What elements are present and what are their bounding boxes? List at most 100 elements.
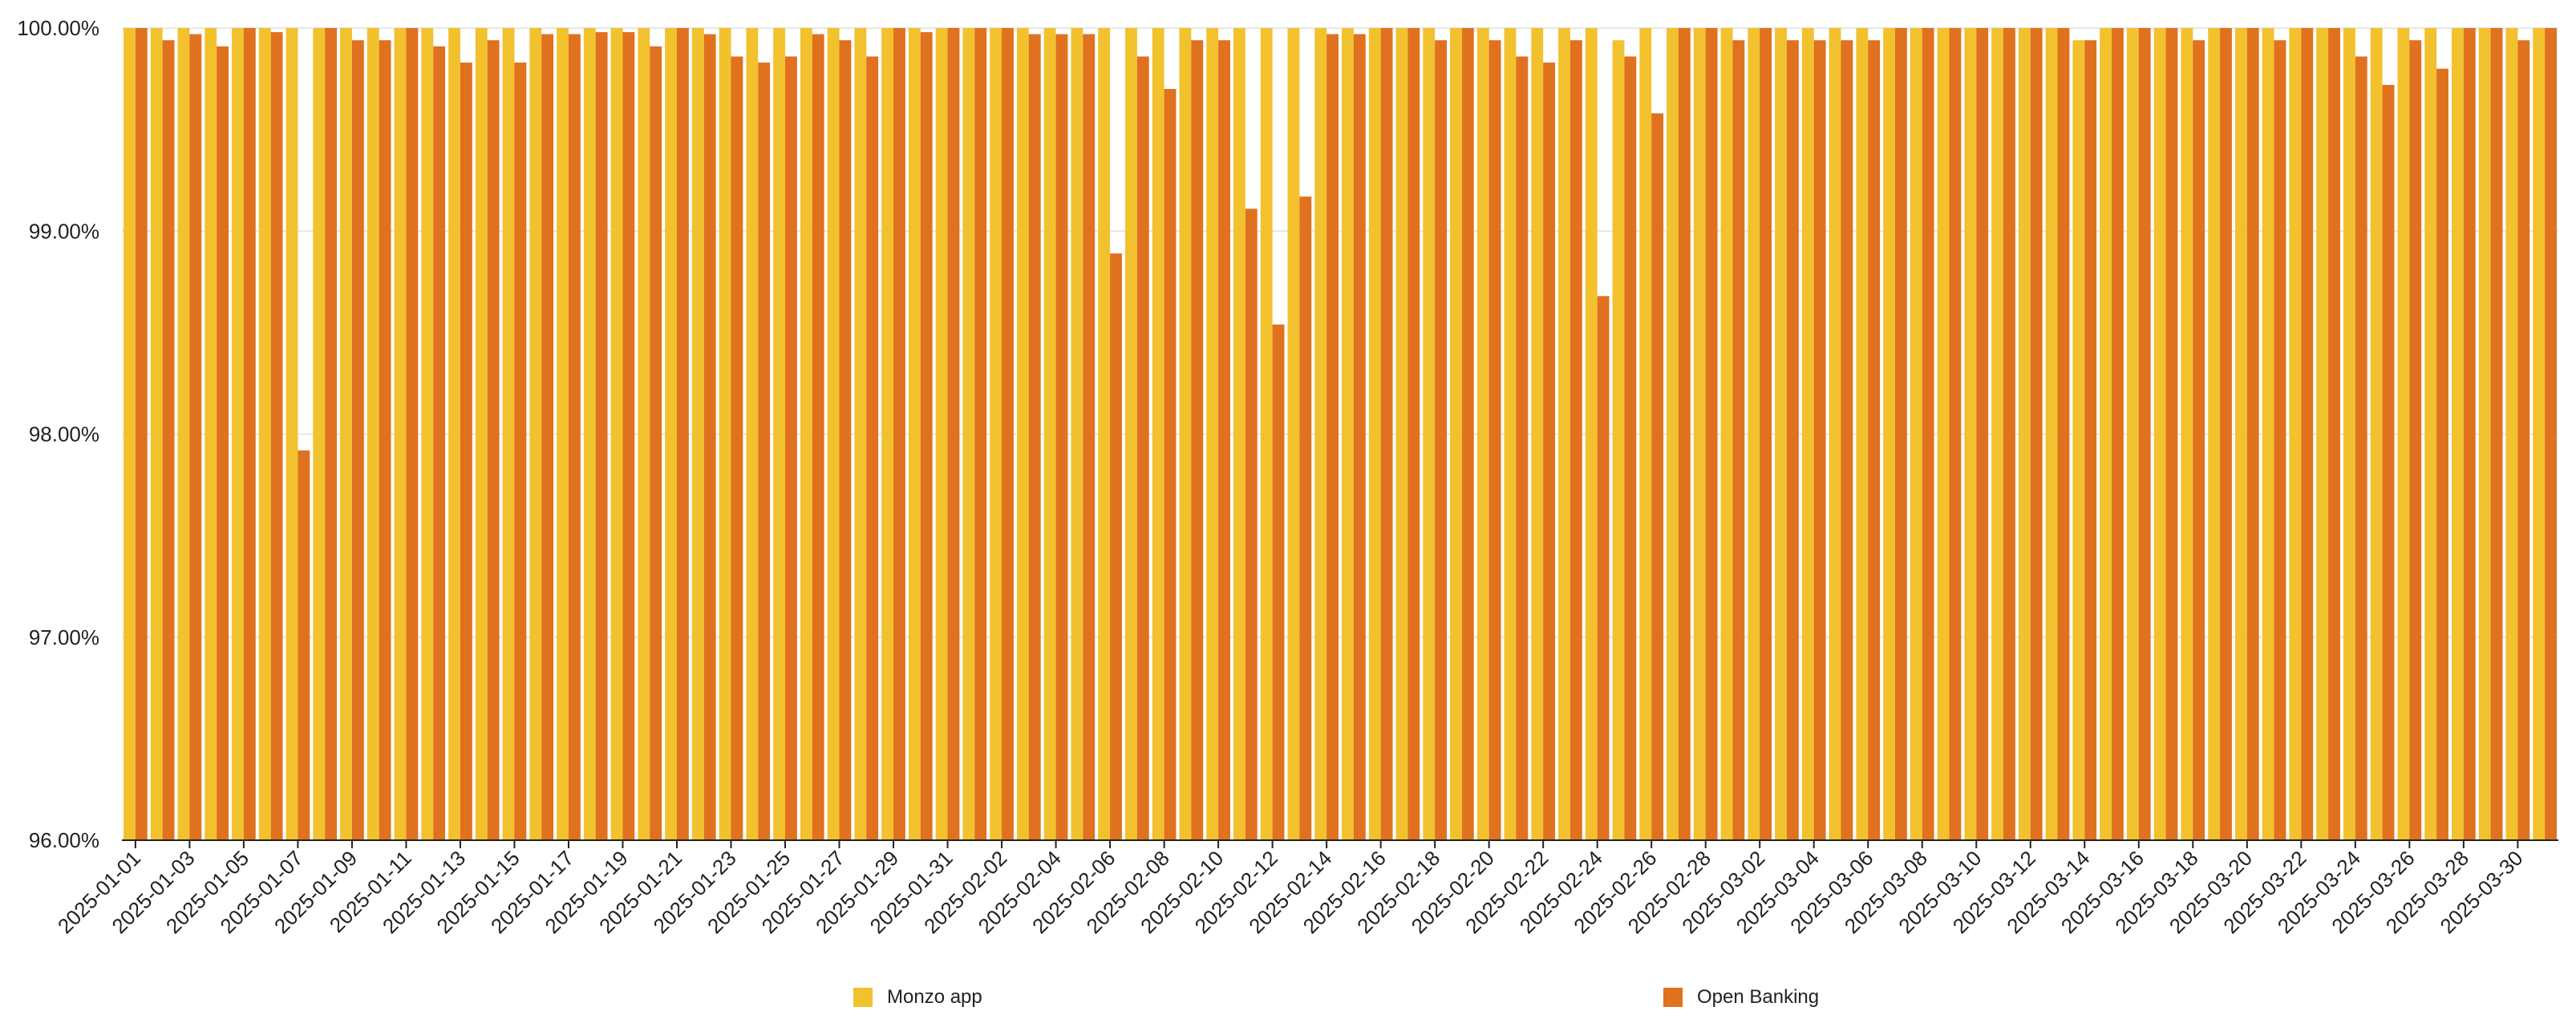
bar-monzo-app[interactable] — [962, 28, 975, 840]
bar-open-banking[interactable] — [1976, 28, 1989, 840]
bar-monzo-app[interactable] — [583, 28, 596, 840]
bar-monzo-app[interactable] — [177, 28, 190, 840]
bar-open-banking[interactable] — [1055, 34, 1068, 841]
bar-open-banking[interactable] — [2220, 28, 2232, 840]
bar-open-banking[interactable] — [1028, 34, 1041, 841]
bar-monzo-app[interactable] — [1233, 28, 1245, 840]
bar-open-banking[interactable] — [1353, 34, 1366, 841]
bar-monzo-app[interactable] — [1612, 40, 1625, 840]
bar-open-banking[interactable] — [1326, 34, 1339, 841]
bar-monzo-app[interactable] — [124, 28, 136, 840]
bar-monzo-app[interactable] — [2045, 28, 2058, 840]
bar-monzo-app[interactable] — [1585, 28, 1598, 840]
bar-open-banking[interactable] — [433, 46, 446, 841]
bar-open-banking[interactable] — [460, 63, 472, 841]
bar-open-banking[interactable] — [2084, 40, 2097, 840]
bar-open-banking[interactable] — [162, 40, 175, 840]
bar-open-banking[interactable] — [1651, 113, 1664, 841]
bar-monzo-app[interactable] — [1124, 28, 1137, 840]
bar-open-banking[interactable] — [2382, 84, 2395, 840]
bar-open-banking[interactable] — [1083, 34, 1096, 841]
bar-open-banking[interactable] — [2030, 28, 2043, 840]
bar-monzo-app[interactable] — [1450, 28, 1462, 840]
bar-open-banking[interactable] — [1435, 40, 1447, 840]
bar-open-banking[interactable] — [676, 28, 689, 840]
bar-monzo-app[interactable] — [935, 28, 948, 840]
bar-open-banking[interactable] — [270, 32, 283, 840]
bar-open-banking[interactable] — [839, 40, 852, 840]
bar-open-banking[interactable] — [1760, 28, 1772, 840]
bar-monzo-app[interactable] — [1314, 28, 1327, 840]
bar-monzo-app[interactable] — [1829, 28, 1841, 840]
bar-monzo-app[interactable] — [502, 28, 515, 840]
bar-open-banking[interactable] — [2057, 28, 2070, 840]
bar-open-banking[interactable] — [2138, 28, 2151, 840]
bar-monzo-app[interactable] — [421, 28, 434, 840]
legend-item-monzo-app[interactable]: Monzo app — [853, 986, 982, 1009]
bar-monzo-app[interactable] — [1720, 28, 1733, 840]
bar-monzo-app[interactable] — [908, 28, 921, 840]
bar-open-banking[interactable] — [2436, 68, 2448, 840]
bar-monzo-app[interactable] — [1179, 28, 1192, 840]
bar-monzo-app[interactable] — [1667, 28, 1679, 840]
bar-open-banking[interactable] — [2165, 28, 2178, 840]
bar-monzo-app[interactable] — [232, 28, 244, 840]
bar-monzo-app[interactable] — [475, 28, 488, 840]
bar-monzo-app[interactable] — [2505, 28, 2518, 840]
bar-open-banking[interactable] — [920, 32, 933, 840]
bar-open-banking[interactable] — [541, 34, 554, 841]
bar-monzo-app[interactable] — [1206, 28, 1219, 840]
bar-open-banking[interactable] — [351, 40, 364, 840]
bar-open-banking[interactable] — [2463, 28, 2476, 840]
bar-open-banking[interactable] — [568, 34, 581, 841]
bar-open-banking[interactable] — [298, 450, 310, 840]
bar-monzo-app[interactable] — [2370, 28, 2383, 840]
bar-monzo-app[interactable] — [1856, 28, 1869, 840]
bar-open-banking[interactable] — [2328, 28, 2340, 840]
bar-open-banking[interactable] — [2003, 28, 2015, 840]
bar-monzo-app[interactable] — [1693, 28, 1706, 840]
bar-open-banking[interactable] — [1245, 208, 1258, 841]
bar-open-banking[interactable] — [1543, 63, 1556, 841]
bar-open-banking[interactable] — [1461, 28, 1474, 840]
bar-monzo-app[interactable] — [691, 28, 704, 840]
bar-monzo-app[interactable] — [638, 28, 650, 840]
bar-open-banking[interactable] — [1624, 56, 1637, 840]
bar-open-banking[interactable] — [189, 34, 202, 841]
bar-monzo-app[interactable] — [800, 28, 812, 840]
bar-open-banking[interactable] — [325, 28, 338, 840]
bar-monzo-app[interactable] — [2316, 28, 2329, 840]
bar-open-banking[interactable] — [1922, 28, 1934, 840]
bar-monzo-app[interactable] — [2126, 28, 2139, 840]
bar-monzo-app[interactable] — [2478, 28, 2491, 840]
bar-open-banking[interactable] — [866, 56, 879, 840]
bar-open-banking[interactable] — [1732, 40, 1745, 840]
bar-open-banking[interactable] — [1705, 28, 1718, 840]
bar-open-banking[interactable] — [1894, 28, 1907, 840]
bar-open-banking[interactable] — [974, 28, 987, 840]
bar-open-banking[interactable] — [217, 46, 229, 841]
bar-monzo-app[interactable] — [1558, 28, 1570, 840]
bar-monzo-app[interactable] — [2397, 28, 2410, 840]
bar-open-banking[interactable] — [1299, 196, 1312, 840]
bar-monzo-app[interactable] — [205, 28, 217, 840]
bar-monzo-app[interactable] — [610, 28, 623, 840]
bar-monzo-app[interactable] — [1775, 28, 1787, 840]
bar-open-banking[interactable] — [2409, 40, 2422, 840]
bar-monzo-app[interactable] — [2343, 28, 2355, 840]
bar-monzo-app[interactable] — [1016, 28, 1029, 840]
bar-open-banking[interactable] — [731, 56, 743, 840]
bar-open-banking[interactable] — [2490, 28, 2503, 840]
bar-open-banking[interactable] — [514, 63, 527, 841]
bar-open-banking[interactable] — [758, 63, 771, 841]
bar-monzo-app[interactable] — [827, 28, 840, 840]
bar-monzo-app[interactable] — [1368, 28, 1381, 840]
bar-monzo-app[interactable] — [2100, 28, 2112, 840]
bar-monzo-app[interactable] — [2533, 28, 2546, 840]
bar-open-banking[interactable] — [1678, 28, 1691, 840]
bar-open-banking[interactable] — [703, 34, 716, 841]
bar-monzo-app[interactable] — [313, 28, 326, 840]
bar-open-banking[interactable] — [1488, 40, 1501, 840]
bar-open-banking[interactable] — [595, 32, 608, 840]
bar-monzo-app[interactable] — [2452, 28, 2464, 840]
